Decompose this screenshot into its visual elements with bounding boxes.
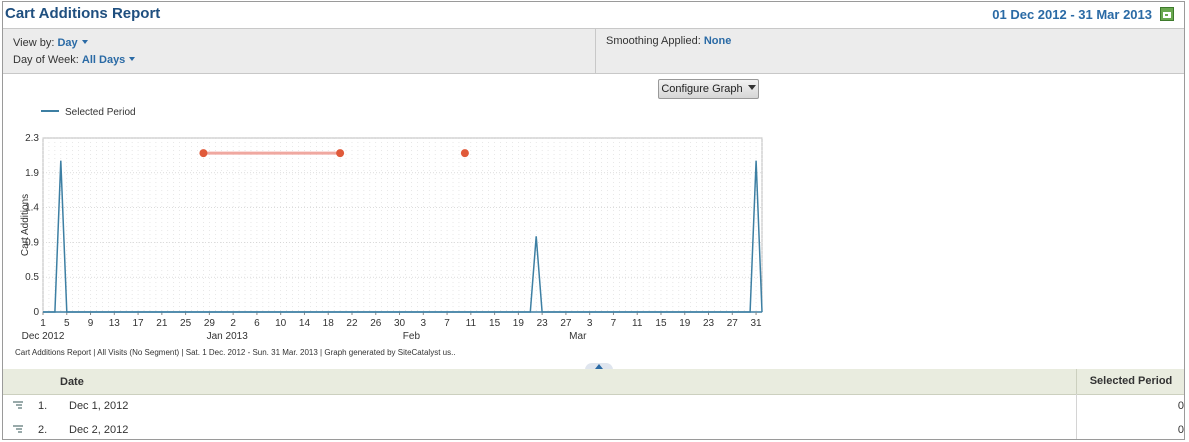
- caret-down-icon: [81, 40, 88, 44]
- x-tick-label: 23: [703, 318, 715, 329]
- x-tick-label: 31: [750, 318, 762, 329]
- configure-graph-label: Configure Graph: [661, 83, 743, 95]
- report-title: Cart Additions Report: [5, 5, 161, 22]
- row-value: 0: [1076, 394, 1184, 418]
- x-tick-label: 15: [489, 318, 501, 329]
- date-range-link[interactable]: 01 Dec 2012 - 31 Mar 2013: [992, 7, 1152, 22]
- row-number: 1.: [38, 400, 48, 412]
- x-tick-label: 7: [611, 318, 617, 329]
- x-tick-label: 26: [370, 318, 382, 329]
- row-value: 0: [1076, 418, 1184, 439]
- table-row: 2. Dec 2, 2012 0: [3, 418, 1184, 439]
- x-tick-label: 21: [156, 318, 168, 329]
- y-tick-label: 0.9: [25, 237, 39, 248]
- x-tick-label: 13: [109, 318, 121, 329]
- x-tick-label: 6: [254, 318, 260, 329]
- legend-swatch: [41, 110, 59, 112]
- row-number: 2.: [38, 424, 48, 436]
- x-tick-label: 3: [421, 318, 427, 329]
- x-tick-label: 2: [230, 318, 236, 329]
- month-label: Jan 2013: [207, 331, 249, 342]
- x-tick-label: 3: [587, 318, 593, 329]
- row-date: Dec 1, 2012: [69, 400, 129, 412]
- x-tick-label: 14: [299, 318, 311, 329]
- view-options: View by: Day Day of Week: All Days: [13, 35, 136, 69]
- column-header-selected-period[interactable]: Selected Period: [1076, 369, 1184, 394]
- row-date: Dec 2, 2012: [69, 424, 129, 436]
- annotation-marker: [199, 149, 208, 158]
- month-label: Dec 2012: [22, 331, 65, 342]
- y-tick-label: 0: [33, 307, 39, 318]
- x-tick-label: 11: [466, 318, 477, 329]
- x-tick-label: 19: [513, 318, 525, 329]
- month-label: Mar: [569, 331, 587, 342]
- plot-area: [42, 137, 763, 313]
- x-tick-label: 23: [537, 318, 549, 329]
- view-by-dropdown[interactable]: Day: [57, 37, 88, 49]
- x-tick-label: 9: [88, 318, 94, 329]
- y-axis-title: Cart Additions: [20, 194, 31, 256]
- x-tick-label: 7: [444, 318, 450, 329]
- x-tick-label: 19: [679, 318, 691, 329]
- column-header-date[interactable]: Date: [60, 376, 84, 388]
- x-tick-label: 10: [275, 318, 287, 329]
- x-tick-label: 29: [204, 318, 216, 329]
- x-tick-label: 18: [323, 318, 335, 329]
- y-tick-label: 1.9: [25, 168, 39, 179]
- report-header: Cart Additions Report 01 Dec 2012 - 31 M…: [3, 2, 1184, 29]
- x-tick-label: 22: [346, 318, 358, 329]
- calendar-icon[interactable]: [1160, 7, 1174, 21]
- breakdown-icon[interactable]: [13, 401, 23, 410]
- x-tick-label: 30: [394, 318, 406, 329]
- x-tick-label: 11: [632, 318, 643, 329]
- view-by-value: Day: [57, 37, 78, 49]
- y-tick-label: 2.3: [25, 133, 39, 144]
- caret-down-icon: [129, 57, 136, 61]
- annotation-marker: [336, 149, 345, 158]
- caret-down-icon: [747, 85, 756, 90]
- x-tick-label: 25: [180, 318, 192, 329]
- series-line-selected-period: [43, 160, 763, 313]
- legend-label: Selected Period: [65, 107, 136, 118]
- table-header: Date Selected Period: [3, 369, 1184, 395]
- table-row: 1. Dec 1, 2012 0: [3, 394, 1184, 418]
- y-tick-label: 1.4: [25, 203, 39, 214]
- y-tick-label: 0.5: [25, 272, 39, 283]
- smoothing-label: Smoothing Applied:: [606, 35, 701, 47]
- x-tick-label: 27: [560, 318, 572, 329]
- x-tick-label: 15: [655, 318, 667, 329]
- report-controls: View by: Day Day of Week: All Days Smoot…: [3, 29, 1184, 74]
- day-of-week-label: Day of Week:: [13, 54, 79, 66]
- month-label: Feb: [403, 331, 421, 342]
- smoothing-panel: Smoothing Applied: None: [595, 29, 1184, 73]
- x-tick-label: 5: [64, 318, 70, 329]
- x-tick-label: 1: [40, 318, 46, 329]
- chart-footnote: Cart Additions Report | All Visits (No S…: [15, 348, 456, 357]
- day-of-week-value: All Days: [81, 54, 126, 66]
- view-by-label: View by:: [13, 37, 55, 49]
- x-tick-label: 17: [133, 318, 145, 329]
- day-of-week-dropdown[interactable]: All Days: [81, 54, 136, 66]
- configure-graph-button[interactable]: Configure Graph: [658, 79, 759, 99]
- x-tick-label: 27: [727, 318, 739, 329]
- breakdown-icon[interactable]: [13, 425, 23, 434]
- chart-legend: Selected Period: [41, 107, 136, 118]
- annotation-marker: [460, 149, 469, 158]
- collapse-chart-toggle[interactable]: [585, 363, 613, 370]
- smoothing-value-link[interactable]: None: [703, 35, 732, 47]
